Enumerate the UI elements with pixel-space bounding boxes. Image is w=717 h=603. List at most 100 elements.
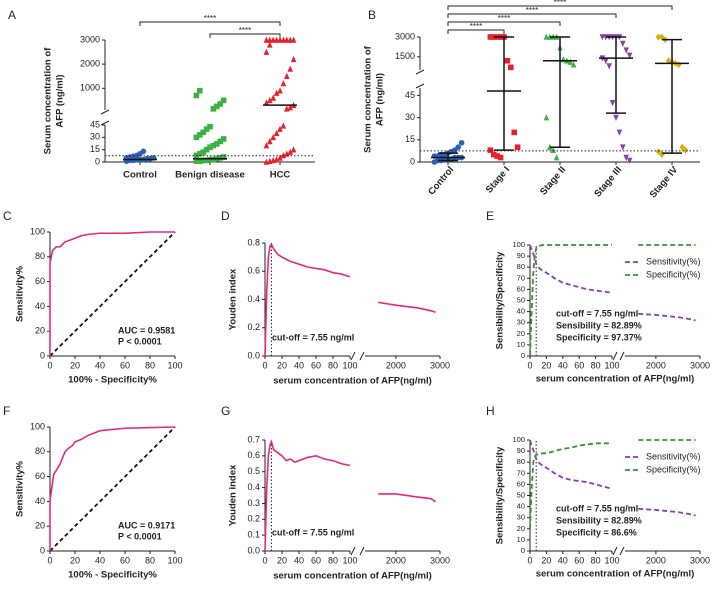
x-tick-label: 100 <box>342 555 357 565</box>
y-tick-label: 40 <box>35 301 45 311</box>
x-tick-label: Control <box>123 170 157 181</box>
annotation: AUC = 0.9171 <box>118 520 175 530</box>
y-axis-label: AFP (ng/ml) <box>55 74 66 127</box>
line-series <box>264 243 351 357</box>
axis-break <box>100 109 110 115</box>
line-series <box>529 442 612 529</box>
x-tick-label: 0 <box>47 555 52 565</box>
axis-break <box>612 546 618 556</box>
y-tick-label: 0.6 <box>247 450 260 460</box>
data-point <box>487 34 494 40</box>
y-tick-label: 0.4 <box>247 482 260 492</box>
legend-label: Sensitivity(%) <box>646 256 701 266</box>
data-point <box>491 151 497 158</box>
significance-bracket <box>447 13 617 18</box>
y-tick-label: 0.1 <box>247 530 260 540</box>
data-point <box>203 126 210 132</box>
y-tick-label: 60 <box>35 471 45 481</box>
x-tick-label: 40 <box>558 360 568 370</box>
data-point <box>200 129 206 136</box>
data-point <box>543 114 550 121</box>
data-point <box>220 136 227 142</box>
y-tick-label: 90 <box>517 251 525 260</box>
data-point <box>550 146 556 153</box>
x-tick-label: 60 <box>311 555 321 565</box>
x-axis-label: serum concentration of AFP(ng/ml) <box>273 571 432 582</box>
x-axis-label: 100% - Specificity% <box>68 375 157 386</box>
annotation: cut-off = 7.55 ng/ml <box>272 332 354 342</box>
y-axis-label: Sensitivity% <box>15 265 26 322</box>
x-tick-label: 20 <box>541 360 551 370</box>
x-tick-label: 0 <box>527 555 532 565</box>
x-tick-label: 80 <box>591 555 601 565</box>
x-tick-label: 80 <box>328 555 338 565</box>
x-tick-label: 20 <box>277 555 287 565</box>
x-tick-label: 100 <box>167 555 182 565</box>
line-series <box>264 439 351 552</box>
x-tick-label: Benign disease <box>175 170 245 181</box>
y-tick-label: 60 <box>35 276 45 286</box>
line-series <box>638 312 696 322</box>
data-point <box>494 153 500 159</box>
data-point <box>290 146 297 153</box>
data-point <box>207 123 213 130</box>
x-tick-label: 3000 <box>690 360 710 370</box>
y-tick-label: 100 <box>30 421 45 431</box>
x-tick-label: 60 <box>574 360 584 370</box>
axis-break <box>350 546 356 556</box>
panel-label: F <box>3 404 10 418</box>
annotation: P < 0.0001 <box>118 336 162 346</box>
y-tick-label: 40 <box>35 496 45 506</box>
y-tick-label: 0 <box>521 351 525 360</box>
x-tick-label: 2000 <box>386 360 406 370</box>
x-tick-label: 100 <box>342 360 357 370</box>
data-point <box>263 99 270 106</box>
data-point <box>217 138 223 145</box>
significance-bracket <box>209 33 281 38</box>
panel-label: H <box>486 404 495 418</box>
x-tick-label: 3000 <box>430 360 450 370</box>
x-tick-label: 60 <box>120 360 130 370</box>
data-point <box>284 150 290 157</box>
data-point <box>197 87 203 94</box>
data-point <box>567 58 573 65</box>
legend-label: Specificity(%) <box>646 464 701 474</box>
y-tick-label: 80 <box>517 262 525 271</box>
data-point <box>217 101 223 107</box>
y-tick-label: 0.2 <box>247 514 260 524</box>
x-tick-label: 100 <box>167 360 182 370</box>
y-tick-label: 1500 <box>395 51 415 61</box>
x-tick-label: 3000 <box>690 555 710 565</box>
x-tick-label: 40 <box>95 360 105 370</box>
data-point <box>210 156 217 163</box>
x-tick-label: 20 <box>277 360 287 370</box>
data-point <box>140 148 147 155</box>
y-tick-label: 0.3 <box>247 498 260 508</box>
panel-label: E <box>486 209 494 223</box>
data-point <box>207 156 213 163</box>
data-point <box>613 114 619 121</box>
y-tick-label: 30 <box>90 132 100 142</box>
significance-label: **** <box>498 14 510 23</box>
data-point <box>193 158 200 164</box>
significance-bracket <box>139 21 281 26</box>
axis-break <box>619 351 625 361</box>
y-tick-label: 0.4 <box>247 294 260 304</box>
panel-label: D <box>221 209 230 223</box>
data-point <box>626 52 633 59</box>
y-tick-label: 30 <box>517 318 525 327</box>
data-point <box>497 154 504 161</box>
data-point <box>277 154 283 161</box>
panel-label: A <box>8 8 16 22</box>
annotation: Sensibility = 82.89% <box>556 515 642 525</box>
x-tick-label: 0 <box>262 360 267 370</box>
data-point <box>682 146 689 154</box>
x-tick-label: 20 <box>541 555 551 565</box>
x-axis-label: serum concentration of AFP(ng/ml) <box>536 374 695 385</box>
y-tick-label: 20 <box>35 326 45 336</box>
annotation: cut-off = 7.55 ng/ml <box>556 503 638 513</box>
significance-label: **** <box>239 26 251 35</box>
y-tick-label: 50 <box>517 295 525 304</box>
y-axis-label: Sensibility/Specificity <box>495 446 506 544</box>
data-point <box>207 144 213 150</box>
